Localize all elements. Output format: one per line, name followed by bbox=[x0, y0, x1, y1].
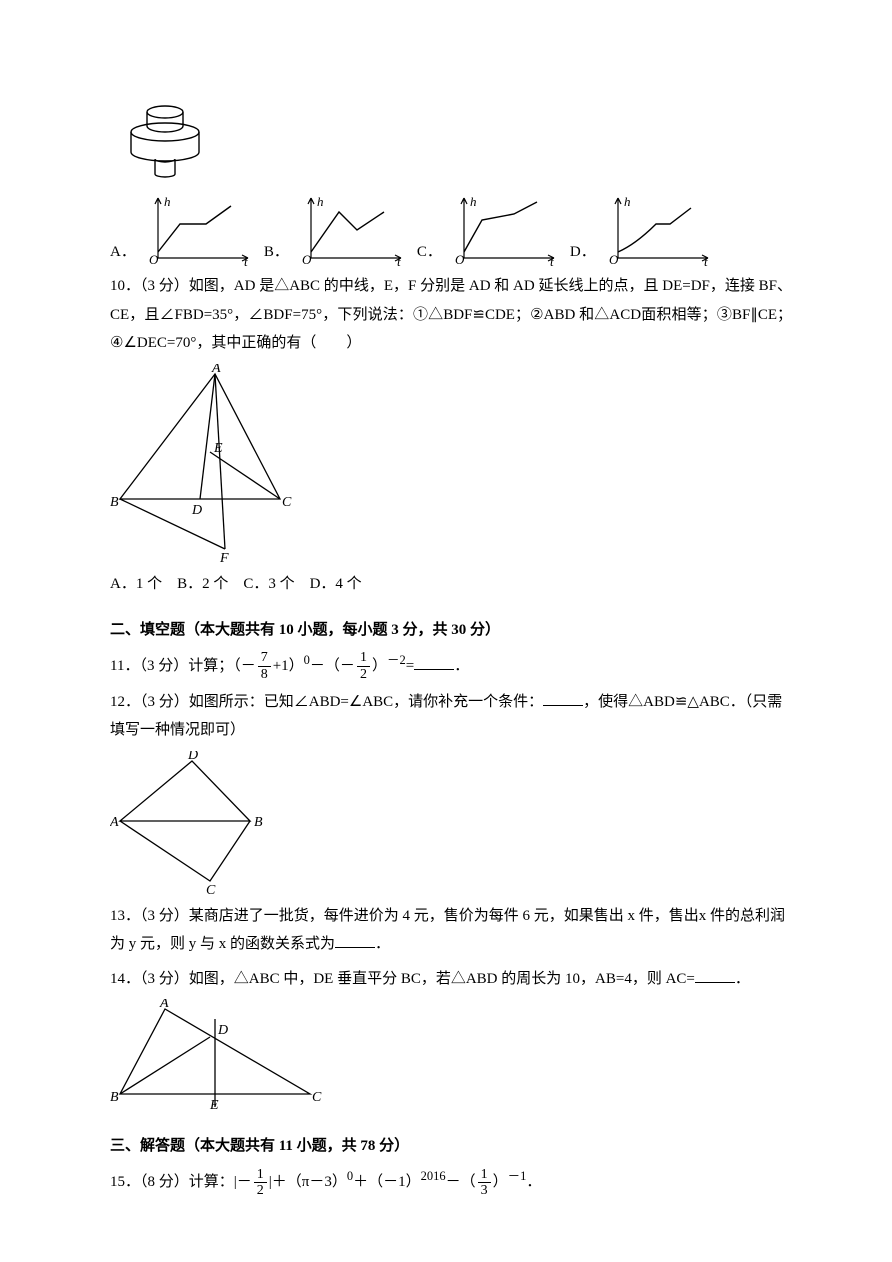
q14-text: 14．（3 分）如图，△ABC 中，DE 垂直平分 BC，若△ABD 的周长为 … bbox=[110, 971, 695, 987]
q14-figure: A B C D E bbox=[110, 999, 792, 1114]
section-2-header: 二、填空题（本大题共有 10 小题，每小题 3 分，共 30 分） bbox=[110, 616, 792, 645]
svg-text:t: t bbox=[397, 254, 401, 266]
axis-h: h bbox=[164, 194, 171, 209]
svg-text:E: E bbox=[213, 441, 223, 456]
svg-text:t: t bbox=[550, 254, 554, 266]
graph-options-row: A． h O t B． h O t C． h O t D． bbox=[110, 194, 792, 266]
opt-a-label: A． bbox=[110, 238, 136, 267]
opt-b-label: B． bbox=[264, 238, 289, 267]
opt-d-label: D． bbox=[570, 238, 596, 267]
svg-text:h: h bbox=[470, 194, 477, 209]
blank-q13[interactable] bbox=[335, 932, 375, 949]
svg-text:D: D bbox=[217, 1023, 228, 1038]
blank-q14[interactable] bbox=[695, 966, 735, 983]
frac-q15-1: 12 bbox=[254, 1167, 267, 1199]
q10-text: 10．（3 分）如图，AD 是△ABC 的中线，E，F 分别是 AD 和 AD … bbox=[110, 272, 792, 358]
question-12: 12．（3 分）如图所示：已知∠ABD=∠ABC，请你补充一个条件：，使得△AB… bbox=[110, 688, 792, 896]
svg-text:A: A bbox=[159, 999, 169, 1011]
frac-q15-2: 13 bbox=[478, 1167, 491, 1199]
svg-text:B: B bbox=[110, 495, 119, 510]
svg-text:C: C bbox=[206, 883, 216, 896]
graph-d: h O t bbox=[606, 194, 716, 266]
blank-q12[interactable] bbox=[543, 689, 583, 706]
svg-text:B: B bbox=[110, 1090, 119, 1105]
cylinder-svg bbox=[110, 96, 220, 188]
q12-text: 12．（3 分）如图所示：已知∠ABD=∠ABC，请你补充一个条件： bbox=[110, 694, 543, 710]
q13-text: 13．（3 分）某商店进了一批货，每件进价为 4 元，售价为每件 6 元，如果售… bbox=[110, 908, 785, 953]
svg-text:O: O bbox=[455, 252, 465, 266]
axis-o: O bbox=[149, 252, 159, 266]
question-10: 10．（3 分）如图，AD 是△ABC 的中线，E，F 分别是 AD 和 AD … bbox=[110, 272, 792, 598]
svg-text:A: A bbox=[110, 815, 119, 830]
frac-1-2: 12 bbox=[357, 650, 370, 682]
axis-t: t bbox=[244, 254, 248, 266]
svg-text:D: D bbox=[187, 751, 198, 763]
svg-text:A: A bbox=[211, 364, 221, 376]
question-11: 11．（3 分）计算；（－78+1）0－（－12）－2=． bbox=[110, 649, 792, 682]
question-14: 14．（3 分）如图，△ABC 中，DE 垂直平分 BC，若△ABD 的周长为 … bbox=[110, 965, 792, 1115]
svg-text:E: E bbox=[209, 1098, 219, 1113]
graph-b: h O t bbox=[299, 194, 409, 266]
graph-c: h O t bbox=[452, 194, 562, 266]
q12-figure: A B D C bbox=[110, 751, 792, 896]
svg-text:B: B bbox=[254, 815, 263, 830]
q10-options: A．1 个 B．2 个 C．3 个 D．4 个 bbox=[110, 570, 792, 599]
svg-text:C: C bbox=[312, 1090, 322, 1105]
question-13: 13．（3 分）某商店进了一批货，每件进价为 4 元，售价为每件 6 元，如果售… bbox=[110, 902, 792, 959]
frac-7-8: 78 bbox=[258, 650, 271, 682]
svg-text:O: O bbox=[609, 252, 619, 266]
blank-q11[interactable] bbox=[414, 653, 454, 670]
graph-a: h O t bbox=[146, 194, 256, 266]
svg-text:t: t bbox=[704, 254, 708, 266]
svg-text:F: F bbox=[219, 551, 229, 564]
q10-figure: A B C D E F bbox=[110, 364, 792, 564]
section-3-header: 三、解答题（本大题共有 11 小题，共 78 分） bbox=[110, 1132, 792, 1161]
svg-text:C: C bbox=[282, 495, 292, 510]
svg-text:h: h bbox=[624, 194, 631, 209]
svg-text:h: h bbox=[317, 194, 324, 209]
cylinder-figure bbox=[110, 96, 792, 188]
q11-prefix: 11．（3 分）计算；（－ bbox=[110, 658, 256, 674]
question-15: 15．（8 分）计算：|－12|＋（π－3）0＋（－1）2016－（13）－1． bbox=[110, 1165, 792, 1198]
q15-prefix: 15．（8 分）计算：|－ bbox=[110, 1174, 252, 1190]
svg-text:D: D bbox=[191, 503, 202, 518]
svg-text:O: O bbox=[302, 252, 312, 266]
opt-c-label: C． bbox=[417, 238, 442, 267]
